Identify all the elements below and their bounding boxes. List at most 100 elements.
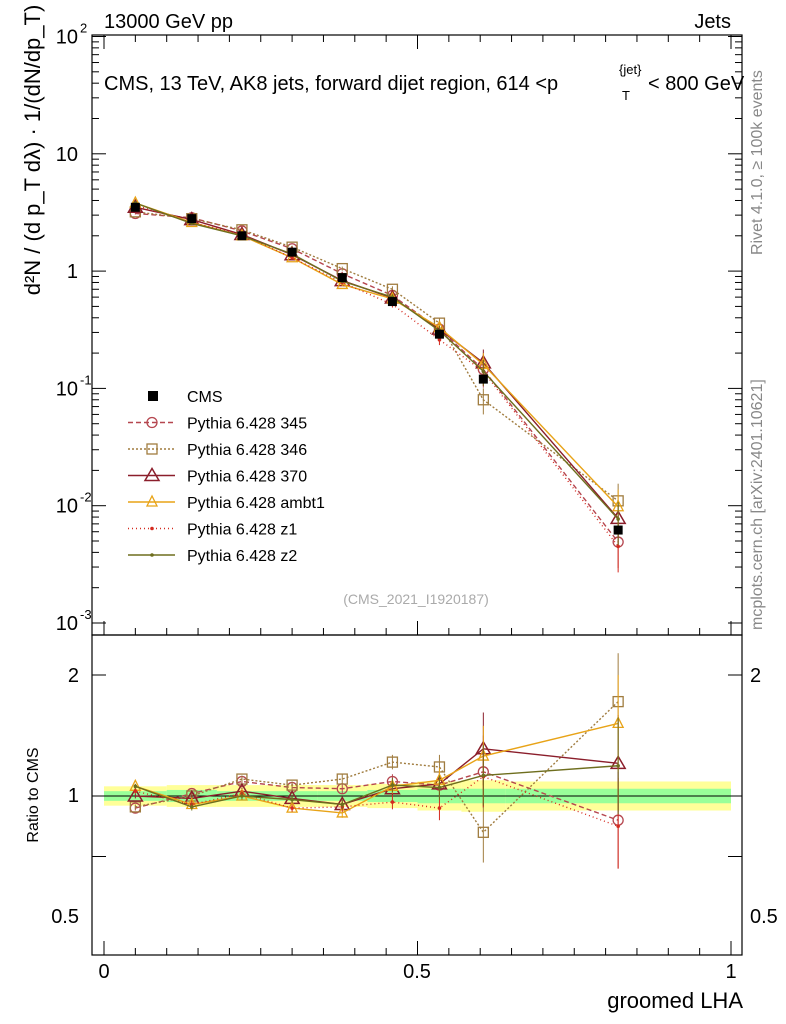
- ratio-point: [336, 805, 349, 818]
- ratio-point: [437, 785, 442, 790]
- ratio-point: [477, 826, 489, 838]
- series-cms: [130, 202, 623, 535]
- legend-label: Pythia 6.428 z2: [187, 548, 297, 565]
- ratio-point: [240, 794, 244, 798]
- series-point: [437, 337, 442, 342]
- main-tick-exponent: -1: [80, 372, 92, 387]
- ratio-tick-label-05-right: 0.5: [750, 906, 778, 928]
- main-tick-label: 1: [67, 261, 78, 283]
- energy-label: 13000 GeV pp: [104, 11, 233, 33]
- legend-label: Pythia 6.428 z1: [187, 522, 297, 539]
- ratio-point: [133, 789, 138, 793]
- series-point: [481, 369, 486, 374]
- series-line-main: [135, 202, 619, 508]
- legend-label: Pythia 6.428 370: [187, 469, 307, 486]
- ratio-point: [336, 773, 348, 785]
- main-tick-exponent: -3: [80, 607, 92, 622]
- series-point: [616, 517, 620, 521]
- ratio-point: [127, 787, 144, 802]
- ratio-point: [616, 824, 620, 829]
- legend-label: Pythia 6.428 346: [187, 442, 307, 459]
- process-label: Jets: [694, 11, 731, 33]
- mcplots-label: mcplots.cern.ch [arXiv:2401.10621]: [749, 379, 766, 630]
- ratio-point: [133, 784, 138, 789]
- plot-title-main: CMS, 13 TeV, AK8 jets, forward dijet reg…: [104, 73, 558, 95]
- legend-label: Pythia 6.428 345: [187, 416, 307, 433]
- legend-marker-cms: [148, 391, 158, 401]
- plot-title-sub: T: [622, 88, 630, 103]
- plot-frames: [91, 34, 743, 956]
- ratio-point: [340, 802, 345, 807]
- legend: CMS Pythia 6.428 345 Pythia 6.428 346 Pythi…: [128, 389, 325, 565]
- x-tick-label-0: 0: [98, 961, 109, 983]
- legend-item-0: Pythia 6.428 345: [128, 416, 307, 433]
- ratio-point: [386, 756, 399, 768]
- legend-item-5: Pythia 6.428 z2: [128, 548, 297, 565]
- series-point: [290, 255, 294, 260]
- cms-point: [434, 329, 444, 339]
- ratio-point: [481, 773, 486, 778]
- main-tick-label: 10: [56, 613, 78, 635]
- ratio-tick-label-1: 1: [68, 785, 79, 807]
- legend-marker: [145, 494, 159, 507]
- legend-marker: [146, 416, 158, 429]
- main-tick-label: 10: [56, 378, 78, 400]
- plot-title: CMS, 13 TeV, AK8 jets, forward dijet reg…: [104, 62, 745, 103]
- legend-marker: [143, 467, 161, 482]
- cms-point: [237, 231, 247, 241]
- cms-point: [337, 273, 347, 283]
- ratio-tick-label-05: 0.5: [51, 906, 79, 928]
- series-line-main: [135, 211, 619, 502]
- series-layer: [127, 195, 627, 869]
- ratio-tick-label-2-right: 2: [750, 665, 761, 687]
- legend-marker: [150, 553, 154, 557]
- ratio-point: [616, 763, 620, 768]
- ratio-point: [286, 800, 299, 813]
- y-axis-main-label-text: d²N / (d p_T dλ) · 1/(dN/dp_T): [20, 5, 45, 296]
- cms-point: [387, 297, 397, 307]
- main-tick-exponent: 2: [80, 21, 87, 36]
- ratio-point: [390, 783, 395, 787]
- cms-point: [187, 214, 197, 224]
- cms-point: [130, 202, 140, 212]
- cms-point: [478, 374, 488, 384]
- cms-point: [287, 247, 297, 257]
- legend-item-1: Pythia 6.428 346: [128, 442, 307, 459]
- y-axis-ratio-label: Ratio to CMS: [25, 747, 42, 842]
- series-line-ratio: [135, 701, 619, 834]
- main-tick-label: 10: [56, 144, 78, 166]
- legend-marker: [146, 443, 158, 455]
- main-tick-exponent: -2: [80, 490, 92, 505]
- plot-title-sup: {jet}: [619, 62, 642, 77]
- ratio-point: [189, 805, 194, 809]
- ratio-point: [437, 806, 442, 810]
- ratio-frame: [91, 634, 743, 956]
- x-tick-label-1: 0.5: [403, 961, 431, 983]
- legend-label-cms: CMS: [187, 389, 223, 406]
- rivet-label: Rivet 4.1.0, ≥ 100k events: [749, 70, 766, 255]
- ratio-point: [290, 806, 294, 810]
- series-line-main: [135, 212, 619, 543]
- legend-item-cms: CMS: [148, 389, 223, 406]
- plot-title-end: < 800 GeV: [648, 73, 745, 95]
- ratio-point: [129, 801, 142, 813]
- series-point: [477, 394, 489, 406]
- cms-point: [613, 525, 623, 535]
- x-axis-label: groomed LHA: [607, 988, 743, 1013]
- series-0: [129, 207, 624, 869]
- legend-label: Pythia 6.428 ambt1: [187, 495, 325, 512]
- legend-item-2: Pythia 6.428 370: [128, 467, 307, 486]
- legend-item-4: Pythia 6.428 z1: [128, 522, 297, 539]
- main-frame: [91, 34, 743, 636]
- y-axis-main-label: d²N / (d p_T dλ) · 1/(dN/dp_T): [20, 5, 45, 296]
- legend-item-3: Pythia 6.428 ambt1: [128, 494, 325, 512]
- ratio-point: [390, 800, 395, 804]
- x-tick-label-2: 1: [725, 961, 736, 983]
- analysis-id: (CMS_2021_I1920187): [343, 591, 489, 607]
- main-tick-label: 10: [56, 496, 78, 518]
- series-line-main: [135, 204, 619, 547]
- main-tick-label: 10: [56, 27, 78, 49]
- ratio-point: [290, 797, 294, 802]
